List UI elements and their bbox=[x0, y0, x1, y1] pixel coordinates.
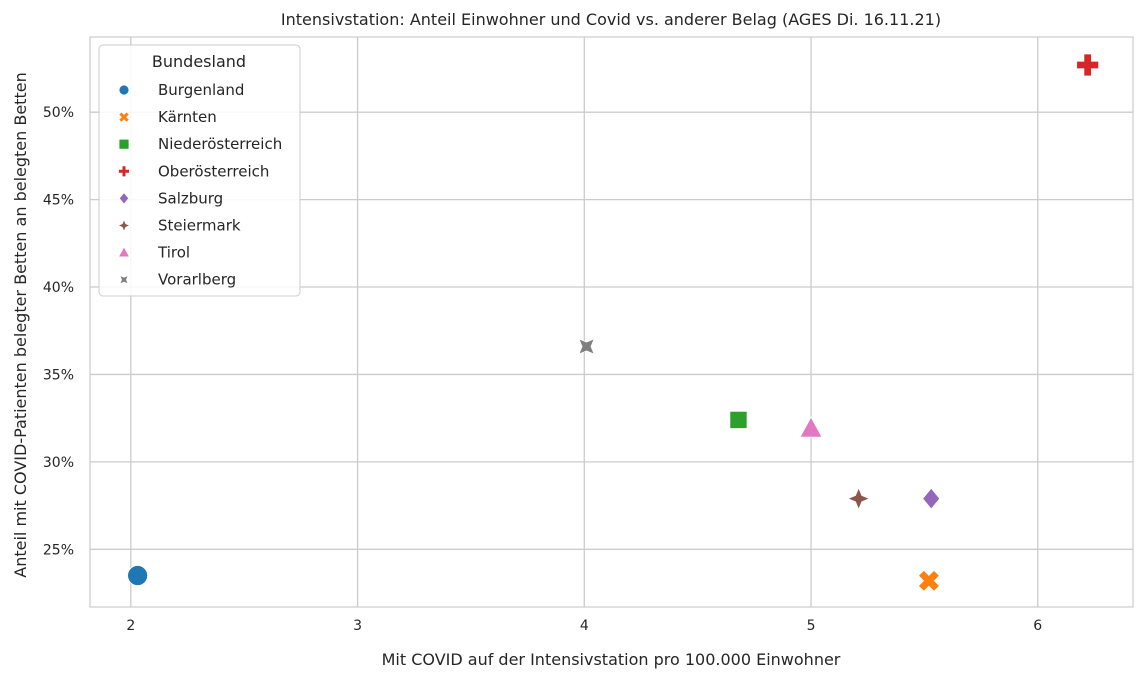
x-tick-label: 5 bbox=[807, 618, 816, 634]
point-niederoesterreich bbox=[729, 410, 748, 429]
y-axis-label: Anteil mit COVID-Patienten belegter Bett… bbox=[11, 72, 30, 577]
legend-entry-label: Kärnten bbox=[158, 108, 217, 126]
legend: Bundesland Burgenland Kärnten Niederösterr… bbox=[98, 44, 301, 297]
legend-title: Bundesland bbox=[152, 52, 246, 71]
x-tick-label: 3 bbox=[353, 618, 362, 634]
legend-marker bbox=[116, 218, 132, 233]
plot-frame bbox=[89, 36, 1134, 608]
legend-marker bbox=[118, 165, 130, 178]
legend-marker bbox=[119, 274, 129, 285]
legend-entry-label: Steiermark bbox=[158, 217, 241, 235]
point-oberoesterreich bbox=[1076, 53, 1100, 77]
legend-entry-label: Niederösterreich bbox=[158, 135, 282, 153]
x-tick-label: 4 bbox=[580, 618, 589, 634]
y-tick-label: 25% bbox=[43, 542, 74, 558]
chart-title: Intensivstation: Anteil Einwohner und Co… bbox=[281, 10, 941, 29]
y-tick-label: 35% bbox=[43, 367, 74, 383]
y-tick-label: 30% bbox=[43, 455, 74, 471]
legend-entry-label: Tirol bbox=[157, 244, 190, 262]
axis-ticks: 2 3 4 5 6 25% 30% 35% 40% 45% 50% bbox=[43, 105, 1042, 634]
point-vorarlberg bbox=[578, 338, 595, 355]
x-tick-label: 2 bbox=[126, 618, 135, 634]
point-salzburg bbox=[922, 487, 941, 510]
x-axis-label: Mit COVID auf der Intensivstation pro 10… bbox=[382, 650, 841, 669]
legend-marker bbox=[118, 138, 130, 150]
legend-entry-label: Oberösterreich bbox=[158, 162, 269, 180]
legend-marker bbox=[117, 246, 131, 258]
legend-marker bbox=[118, 84, 130, 96]
legend-entry-label: Vorarlberg bbox=[158, 271, 236, 289]
legend-marker bbox=[118, 192, 130, 205]
y-tick-label: 50% bbox=[43, 105, 74, 121]
point-tirol bbox=[799, 416, 823, 438]
point-kaernten bbox=[917, 569, 940, 592]
point-steiermark bbox=[846, 486, 871, 511]
point-burgenland bbox=[127, 565, 149, 586]
legend-marker bbox=[118, 111, 130, 123]
data-points bbox=[127, 53, 1100, 592]
x-tick-label: 6 bbox=[1033, 618, 1042, 634]
legend-box bbox=[98, 44, 301, 297]
legend-entry-label: Salzburg bbox=[158, 189, 223, 207]
y-tick-label: 45% bbox=[43, 193, 74, 209]
legend-entry-label: Burgenland bbox=[158, 81, 244, 99]
y-tick-label: 40% bbox=[43, 280, 74, 296]
